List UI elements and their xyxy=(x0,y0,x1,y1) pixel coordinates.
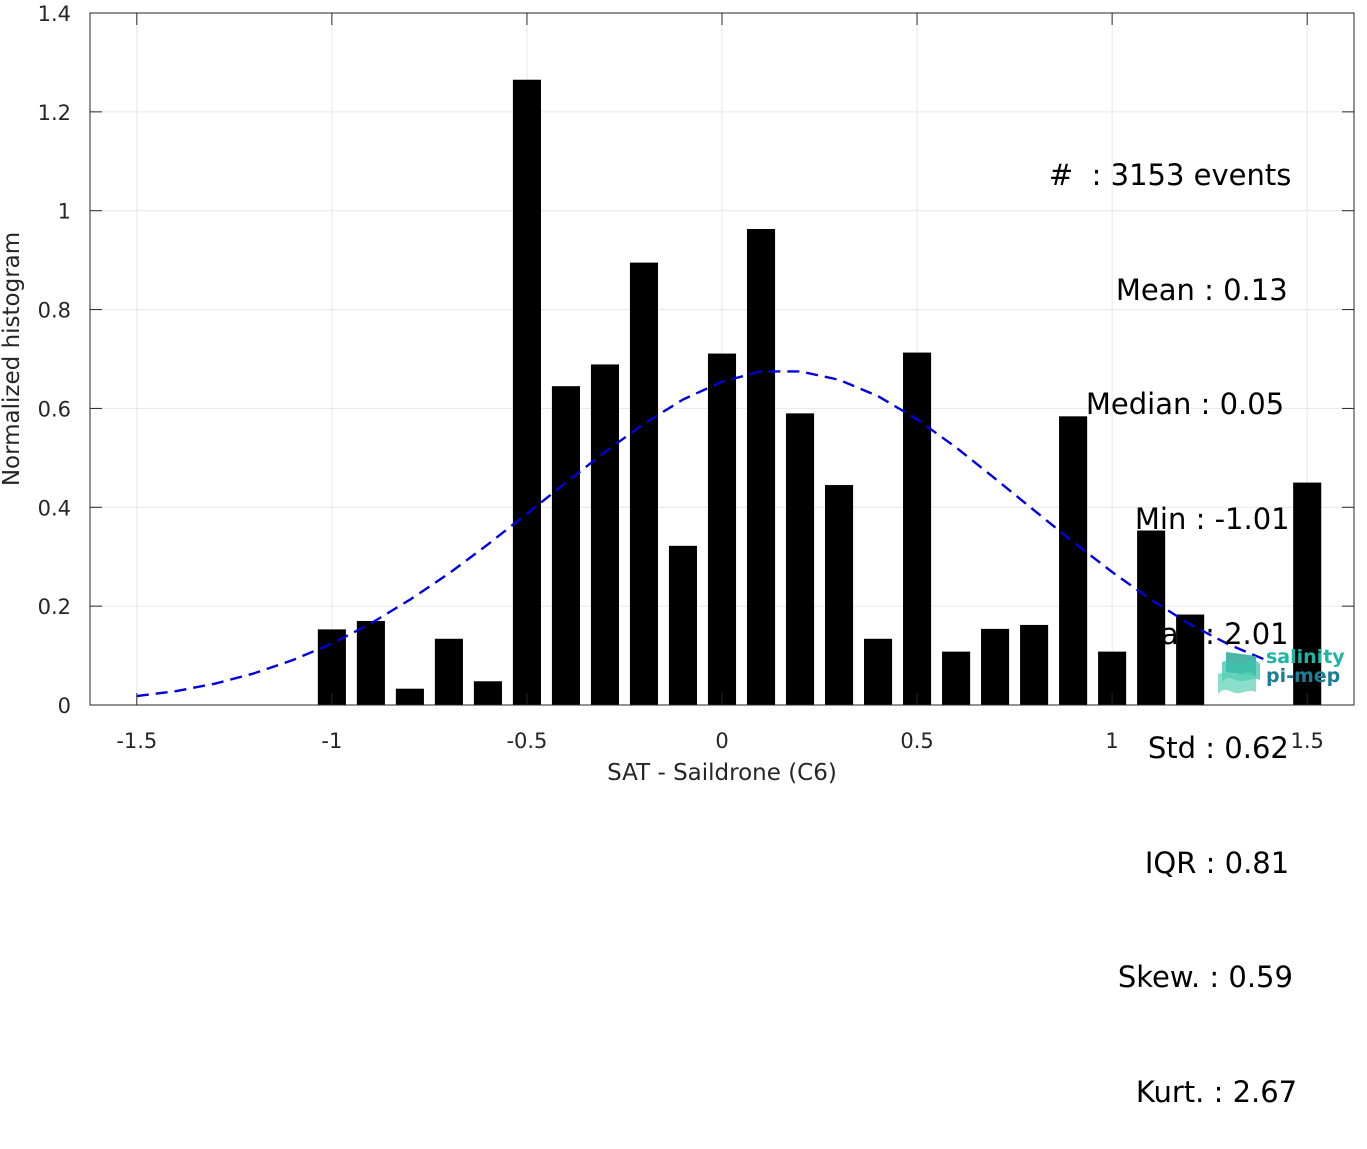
stat-value: 0.05 xyxy=(1219,387,1285,422)
stat-label: Min xyxy=(1134,502,1196,537)
stat-label: Mean xyxy=(1115,272,1205,307)
bar xyxy=(512,79,541,705)
y-tick-label: 0.2 xyxy=(38,595,71,619)
stat-label: IQR xyxy=(1144,845,1206,880)
axis-ticks: -1.5 -1 -0.5 0 0.5 1 1.5 0 0.2 0.4 0.6 0.8 1 1.2 1.4 xyxy=(38,2,1354,753)
stat-value: 0.13 xyxy=(1223,272,1288,307)
bars-group xyxy=(317,79,1322,705)
bar xyxy=(434,638,463,705)
stat-label: # xyxy=(1048,158,1092,193)
bar xyxy=(317,629,346,705)
bar xyxy=(824,485,854,705)
bar xyxy=(981,628,1010,705)
salinity-waves-icon xyxy=(1218,652,1260,694)
y-tick-label: 0.8 xyxy=(38,299,71,323)
bar xyxy=(590,364,620,705)
bar xyxy=(785,413,815,705)
stat-row-min: Min : -1.01 xyxy=(1134,502,1290,537)
bar xyxy=(395,688,424,705)
stat-row-iqr: IQR : 0.81 xyxy=(1144,845,1290,880)
x-tick-label: 0.5 xyxy=(900,729,933,753)
x-tick-label: 1 xyxy=(1105,729,1118,753)
grid-lines xyxy=(90,12,1354,706)
bar xyxy=(1020,624,1049,705)
bar xyxy=(1059,416,1088,705)
bar xyxy=(1176,614,1205,705)
x-axis-label: SAT - Saildrone (C6) xyxy=(607,760,837,785)
bar xyxy=(668,545,698,705)
x-tick-label: 0 xyxy=(715,729,728,753)
stat-value: 0.62 xyxy=(1224,731,1289,766)
bar xyxy=(1137,530,1166,705)
stat-row-mean: Mean : 0.13 xyxy=(1115,272,1288,307)
stat-value: 3153 events xyxy=(1110,158,1292,193)
y-tick-label: 1.2 xyxy=(38,101,71,125)
x-tick-label: -0.5 xyxy=(506,729,547,753)
stat-value: 0.59 xyxy=(1228,960,1293,995)
bar xyxy=(746,229,776,705)
stat-value: 2.01 xyxy=(1224,616,1289,651)
bar xyxy=(356,620,385,705)
stat-row-median: Median : 0.05 xyxy=(1085,387,1285,422)
y-tick-label: 1 xyxy=(58,200,71,224)
y-tick-label: 0.4 xyxy=(38,496,71,520)
stat-row-skew: Skew. : 0.59 xyxy=(1117,960,1293,995)
stat-value: -1.01 xyxy=(1214,502,1290,537)
bar xyxy=(473,681,502,705)
bar xyxy=(942,651,971,705)
y-tick-label: 1.4 xyxy=(38,2,71,26)
logo-text: salinity pi-mep xyxy=(1266,648,1345,686)
salinity-pi-mep-logo: salinity pi-mep xyxy=(1216,646,1356,694)
stat-label: Skew. xyxy=(1117,960,1210,995)
logo-line-salinity: salinity xyxy=(1266,646,1345,668)
x-tick-label: -1 xyxy=(321,729,342,753)
bar xyxy=(864,638,893,705)
stat-label: Median xyxy=(1085,387,1201,422)
histogram-chart: -1.5 -1 -0.5 0 0.5 1 1.5 0 0.2 0.4 0.6 0.8 1 1.2 1.4 S… xyxy=(0,2,1355,785)
y-tick-label: 0.6 xyxy=(38,397,71,421)
bar xyxy=(1293,482,1322,705)
stat-row-kurt: Kurt. : 2.67 xyxy=(1135,1075,1298,1110)
x-tick-label: -1.5 xyxy=(116,729,157,753)
stat-row-std: Std : 0.62 xyxy=(1147,731,1289,766)
bar xyxy=(629,262,659,705)
stat-value: 0.81 xyxy=(1224,845,1290,880)
stat-row-count: # : 3153 events xyxy=(1048,158,1292,193)
y-tick-label: 0 xyxy=(58,694,71,718)
logo-line-pi-mep: pi-mep xyxy=(1266,665,1341,687)
bar xyxy=(551,386,580,705)
normal-fit-curve xyxy=(136,370,1269,698)
bar xyxy=(707,353,737,705)
bar xyxy=(903,352,932,705)
stat-label: Max xyxy=(1135,616,1206,651)
stat-label: Kurt. xyxy=(1135,1075,1214,1110)
stat-value: 2.67 xyxy=(1232,1075,1298,1110)
stat-label: Std xyxy=(1147,731,1206,766)
stats-box: # : 3153 events Mean : 0.13 Median : 0.0… xyxy=(960,118,1298,1149)
x-tick-label: 1.5 xyxy=(1290,729,1323,753)
stat-row-max: Max : 2.01 xyxy=(1135,616,1289,651)
y-axis-label: Normalized histogram xyxy=(0,232,25,486)
